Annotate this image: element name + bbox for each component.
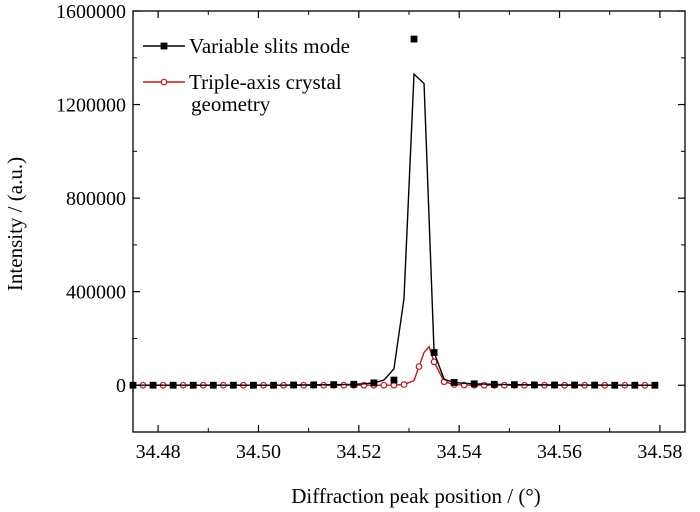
- data-point: [450, 379, 458, 386]
- legend-marker: [160, 78, 168, 86]
- data-point: [350, 380, 358, 388]
- data-point: [651, 381, 659, 389]
- data-point: [571, 381, 578, 389]
- data-point: [149, 381, 157, 389]
- legend: Variable slits mode Triple-axis crystalge…: [143, 34, 350, 116]
- legend-label: Variable slits mode: [189, 34, 350, 58]
- y-tick-label: 1200000: [56, 95, 126, 117]
- legend-label: Triple-axis crystal: [189, 70, 342, 94]
- data-point: [430, 358, 438, 366]
- data-point: [270, 381, 277, 389]
- legend-entry-0: Variable slits mode: [143, 34, 350, 58]
- x-tick-label: 34.54: [437, 441, 482, 463]
- legend-marker: [160, 42, 168, 50]
- data-point: [430, 349, 438, 356]
- data-point: [169, 381, 177, 389]
- data-point: [591, 381, 599, 389]
- y-tick-label: 800000: [66, 188, 126, 210]
- x-tick-label: 34.58: [637, 441, 682, 463]
- data-point: [480, 381, 488, 389]
- data-point: [551, 381, 558, 389]
- series-0: [129, 35, 659, 389]
- y-tick-label: 400000: [66, 282, 126, 304]
- y-axis-title: Intensity / (a.u.): [3, 157, 27, 291]
- data-point: [490, 380, 498, 388]
- x-tick-label: 34.48: [136, 441, 181, 463]
- legend-label: geometry: [191, 92, 271, 116]
- series-layer: [129, 35, 659, 389]
- data-point: [631, 381, 639, 389]
- y-tick-label: 0: [116, 375, 126, 397]
- data-point: [380, 381, 388, 389]
- data-point: [470, 380, 478, 388]
- data-point: [400, 381, 408, 388]
- data-point: [250, 381, 257, 389]
- data-point: [189, 381, 197, 389]
- x-tick-label: 34.56: [537, 441, 582, 463]
- data-point: [229, 381, 237, 389]
- x-axis-title: Diffraction peak position / (°): [291, 484, 540, 508]
- x-tick-label: 34.50: [236, 441, 281, 463]
- y-tick-label: 1600000: [56, 1, 126, 23]
- data-point: [209, 381, 217, 389]
- data-point: [410, 35, 418, 43]
- x-tick-label: 34.52: [336, 441, 381, 463]
- data-point: [330, 381, 338, 389]
- data-point: [390, 376, 398, 384]
- data-point: [611, 381, 619, 389]
- data-point: [290, 381, 297, 389]
- series-line: [133, 72, 655, 386]
- axes-layer: 34.48 34.50 34.52 34.54 34.56 34.58 0 400000 800…: [56, 1, 686, 463]
- data-point: [531, 381, 538, 389]
- data-point: [370, 379, 378, 387]
- data-point: [510, 381, 518, 389]
- data-point: [415, 363, 423, 370]
- data-point: [310, 381, 318, 389]
